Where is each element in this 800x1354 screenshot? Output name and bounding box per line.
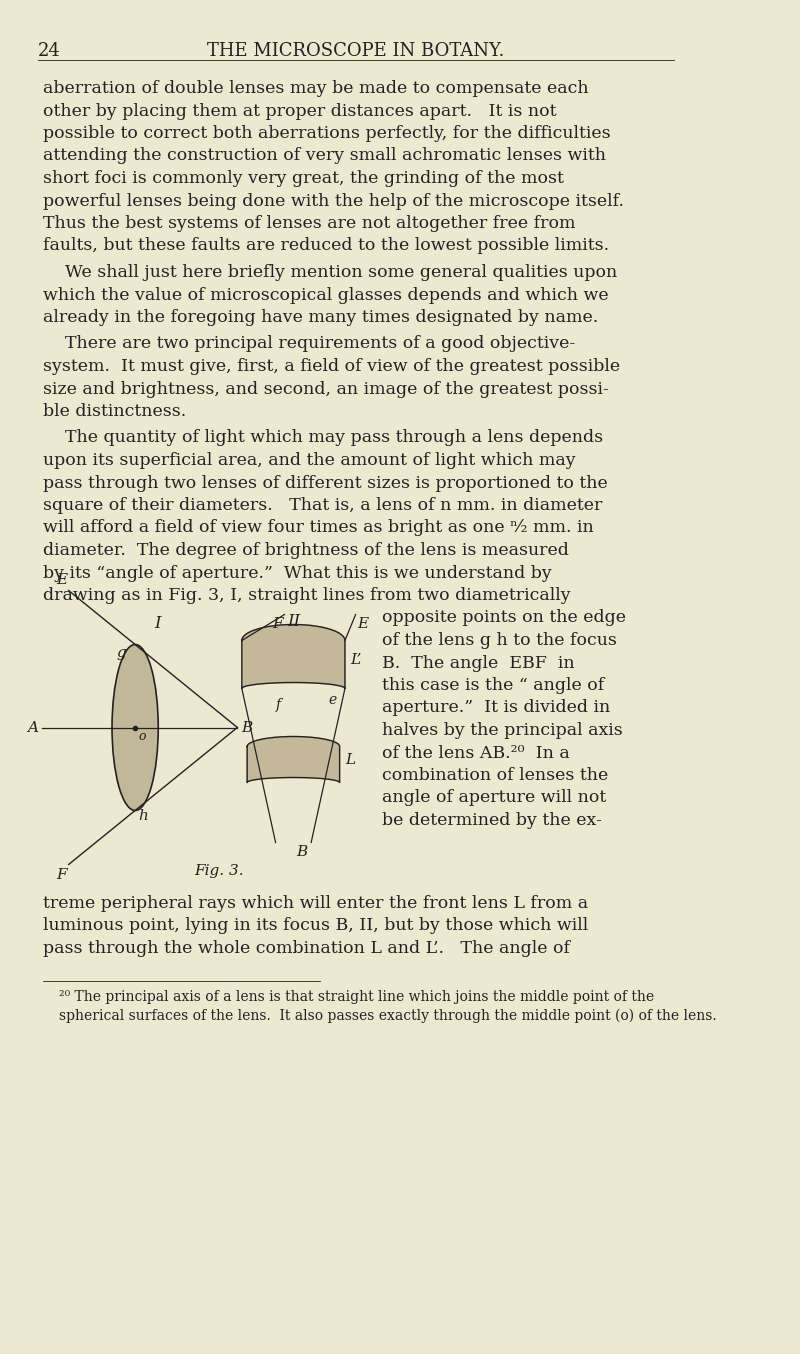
Text: F: F (272, 616, 282, 631)
Text: E: E (358, 616, 369, 631)
Text: attending the construction of very small achromatic lenses with: attending the construction of very small… (42, 148, 606, 164)
Text: be determined by the ex-: be determined by the ex- (382, 812, 602, 829)
Text: short foci is commonly very great, the grinding of the most: short foci is commonly very great, the g… (42, 171, 563, 187)
Text: treme peripheral rays which will enter the front lens L from a: treme peripheral rays which will enter t… (42, 895, 588, 913)
Text: E: E (56, 573, 67, 586)
Text: B: B (296, 845, 307, 858)
Text: L’: L’ (350, 654, 362, 668)
Text: already in the foregoing have many times designated by name.: already in the foregoing have many times… (42, 309, 598, 326)
Text: A: A (27, 720, 38, 734)
Text: square of their diameters.   That is, a lens of n mm. in diameter: square of their diameters. That is, a le… (42, 497, 602, 515)
Text: opposite points on the edge: opposite points on the edge (382, 609, 626, 627)
Text: angle of aperture will not: angle of aperture will not (382, 789, 606, 807)
Text: aberration of double lenses may be made to compensate each: aberration of double lenses may be made … (42, 80, 588, 97)
Text: Thus the best systems of lenses are not altogether free from: Thus the best systems of lenses are not … (42, 215, 575, 232)
Text: II: II (286, 612, 300, 630)
Text: will afford a field of view four times as bright as one ⁿ⁄₂ mm. in: will afford a field of view four times a… (42, 520, 594, 536)
Text: faults, but these faults are reduced to the lowest possible limits.: faults, but these faults are reduced to … (42, 237, 609, 255)
Text: h: h (138, 808, 148, 822)
Text: drawing as in Fig. 3, I, straight lines from two diametrically: drawing as in Fig. 3, I, straight lines … (42, 588, 570, 604)
Text: system.  It must give, first, a field of view of the greatest possible: system. It must give, first, a field of … (42, 357, 620, 375)
Text: upon its superficial area, and the amount of light which may: upon its superficial area, and the amoun… (42, 452, 575, 468)
Text: possible to correct both aberrations perfectly, for the difficulties: possible to correct both aberrations per… (42, 125, 610, 142)
Text: powerful lenses being done with the help of the microscope itself.: powerful lenses being done with the help… (42, 192, 624, 210)
Text: ²⁰ The principal axis of a lens is that straight line which joins the middle poi: ²⁰ The principal axis of a lens is that … (58, 991, 654, 1005)
Text: pass through two lenses of different sizes is proportioned to the: pass through two lenses of different siz… (42, 474, 607, 492)
Text: halves by the principal axis: halves by the principal axis (382, 722, 623, 739)
Text: ble distinctness.: ble distinctness. (42, 403, 186, 420)
Text: diameter.  The degree of brightness of the lens is measured: diameter. The degree of brightness of th… (42, 542, 569, 559)
Text: We shall just here briefly mention some general qualities upon: We shall just here briefly mention some … (42, 264, 617, 282)
Text: of the lens AB.²⁰  In a: of the lens AB.²⁰ In a (382, 745, 570, 761)
Text: size and brightness, and second, an image of the greatest possi-: size and brightness, and second, an imag… (42, 380, 609, 398)
Text: combination of lenses the: combination of lenses the (382, 766, 609, 784)
Text: this case is the “ angle of: this case is the “ angle of (382, 677, 605, 695)
Text: B: B (241, 720, 252, 734)
Text: B.  The angle  EBF  in: B. The angle EBF in (382, 654, 575, 672)
Text: other by placing them at proper distances apart.   It is not: other by placing them at proper distance… (42, 103, 556, 119)
Text: which the value of microscopical glasses depends and which we: which the value of microscopical glasses… (42, 287, 608, 303)
Text: THE MICROSCOPE IN BOTANY.: THE MICROSCOPE IN BOTANY. (207, 42, 504, 60)
Text: spherical surfaces of the lens.  It also passes exactly through the middle point: spherical surfaces of the lens. It also … (58, 1009, 716, 1022)
Text: g: g (117, 646, 126, 661)
Text: F: F (56, 868, 67, 883)
Polygon shape (247, 737, 340, 783)
Text: by its “angle of aperture.”  What this is we understand by: by its “angle of aperture.” What this is… (42, 565, 551, 581)
Text: pass through the whole combination L and L’.   The angle of: pass through the whole combination L and… (42, 940, 570, 957)
Text: There are two principal requirements of a good objective-: There are two principal requirements of … (42, 336, 575, 352)
Text: of the lens g h to the focus: of the lens g h to the focus (382, 632, 617, 649)
Text: L: L (345, 753, 355, 768)
Text: 24: 24 (38, 42, 61, 60)
Ellipse shape (112, 645, 158, 811)
Text: I: I (154, 615, 161, 631)
Text: o: o (138, 730, 146, 742)
Text: f: f (276, 699, 281, 712)
Text: The quantity of light which may pass through a lens depends: The quantity of light which may pass thr… (42, 429, 602, 447)
Text: luminous point, lying in its focus B, II, but by those which will: luminous point, lying in its focus B, II… (42, 918, 588, 934)
Text: e: e (328, 693, 336, 708)
Text: aperture.”  It is divided in: aperture.” It is divided in (382, 700, 610, 716)
Text: Fig. 3.: Fig. 3. (194, 864, 243, 879)
Polygon shape (242, 624, 345, 688)
